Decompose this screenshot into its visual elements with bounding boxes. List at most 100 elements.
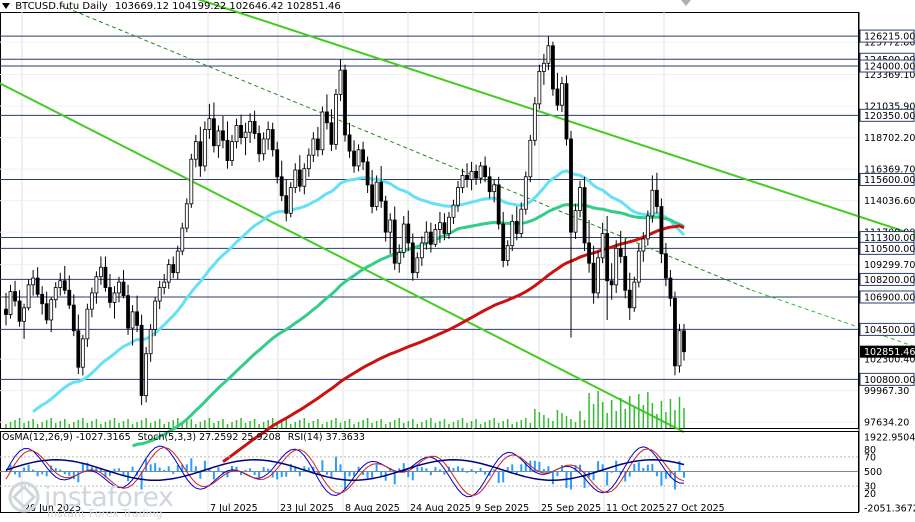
candle-body	[121, 281, 126, 297]
candle-body	[564, 83, 569, 140]
watermark-brand: instaforex	[44, 482, 174, 513]
level-tag-box	[859, 108, 915, 122]
osc-axis-tick: 20	[864, 489, 876, 500]
chart-shift-icon[interactable]	[681, 0, 691, 6]
candle-body	[401, 223, 406, 253]
rsi-line	[5, 459, 685, 482]
level-tag: 100800.00	[859, 372, 915, 386]
level-tag-label: 115600.00	[864, 175, 915, 186]
candle-body	[130, 311, 135, 329]
candle-body	[8, 291, 13, 315]
level-tag-label: 120350.00	[864, 111, 915, 122]
osma-label: OsMA(12,26,9) -1027.3165	[2, 432, 131, 443]
candle-body	[682, 330, 686, 353]
level-tag-label: 110500.00	[864, 244, 915, 255]
candle-body	[212, 118, 216, 147]
candle-body	[474, 170, 478, 179]
price-axis-tick: 125772.80	[864, 38, 915, 49]
candle-body	[478, 165, 483, 179]
symbol-header: BTCUSD.futu Daily 103669.12 104199.22 10…	[2, 1, 341, 12]
level-tag-box	[859, 272, 915, 286]
osc-axis-tick: 500	[864, 467, 882, 478]
date-axis-tick: 7 Jul 2025	[210, 503, 258, 514]
candle-body	[198, 141, 203, 167]
candle-body	[270, 129, 275, 151]
candle-body	[591, 262, 596, 294]
chart-menu-icon[interactable]	[2, 3, 10, 9]
candle-body	[374, 181, 379, 207]
candle-body	[532, 103, 537, 141]
level-tag-label: 100800.00	[864, 375, 915, 386]
date-axis-tick: 20 Jun 2025	[24, 503, 81, 514]
candle-body	[636, 250, 641, 283]
channel-mid-line	[60, 4, 752, 291]
candle-body	[442, 222, 447, 234]
candle-body	[546, 45, 551, 64]
candle-body	[447, 216, 451, 234]
date-axis-tick: 24 Aug 2025	[410, 503, 471, 514]
symbol-name: BTCUSD.futu	[15, 1, 80, 12]
candle-body	[623, 256, 628, 291]
candle-body	[117, 281, 121, 294]
date-axis-tick: 8 Aug 2025	[345, 503, 400, 514]
candle-body	[469, 170, 474, 180]
price-axis-tick: 102300.40	[864, 355, 915, 366]
current-price-tag	[860, 345, 915, 358]
candle-body	[523, 176, 528, 210]
candle-body	[85, 308, 90, 340]
candle-body	[338, 69, 343, 95]
candle-body	[415, 257, 420, 274]
price-axis-tick: 116369.70	[864, 165, 915, 176]
candle-body	[406, 223, 411, 244]
candle-body	[80, 338, 85, 368]
candle-body	[103, 266, 108, 288]
candle-body	[392, 219, 397, 264]
candle-body	[582, 187, 587, 244]
candle-body	[171, 264, 176, 274]
candle-body	[492, 184, 497, 193]
candle-body	[261, 138, 266, 155]
candle-body	[505, 245, 510, 261]
candle-body	[596, 257, 601, 294]
candle-body	[460, 175, 465, 188]
candle-body	[284, 195, 289, 214]
candle-body	[370, 184, 375, 207]
date-axis-tick: 9 Sep 2025	[475, 503, 529, 514]
candle-body	[456, 187, 460, 206]
candle-body	[22, 307, 26, 322]
level-tag: 124000.00	[859, 59, 915, 73]
price-axis-tick: 114036.60	[864, 196, 915, 207]
candle-body	[654, 189, 659, 207]
level-tag-box	[859, 59, 915, 73]
level-tag-box	[859, 241, 915, 255]
candle-body	[609, 280, 614, 286]
candle-body	[135, 311, 139, 326]
channel-upper-line	[197, 0, 915, 236]
candle-body	[320, 111, 325, 151]
candle-body	[483, 165, 488, 178]
level-tag-box	[859, 372, 915, 386]
candle-body	[62, 280, 67, 291]
candle-body	[560, 83, 564, 106]
candle-body	[496, 184, 501, 225]
candle-body	[275, 149, 280, 178]
candle-body	[17, 300, 22, 322]
candle-body	[433, 229, 438, 245]
candle-body	[645, 215, 650, 240]
candle-body	[419, 242, 424, 259]
candle-body	[13, 291, 17, 302]
candle-body	[347, 134, 352, 152]
level-tag: 115600.00	[859, 172, 915, 186]
candle-body	[58, 280, 63, 288]
candle-body	[632, 281, 637, 309]
osc-axis-tick: -2051.3672	[864, 504, 915, 515]
candle-body	[67, 289, 72, 306]
candle-body	[216, 130, 221, 147]
candle-body	[541, 62, 546, 72]
level-tag: 106900.00	[859, 290, 915, 304]
candle-body	[600, 233, 605, 259]
price-axis-tick: 109299.70	[864, 260, 915, 271]
candle-body	[325, 111, 329, 124]
stoch-signal-line	[5, 446, 685, 497]
candle-body	[175, 250, 180, 274]
